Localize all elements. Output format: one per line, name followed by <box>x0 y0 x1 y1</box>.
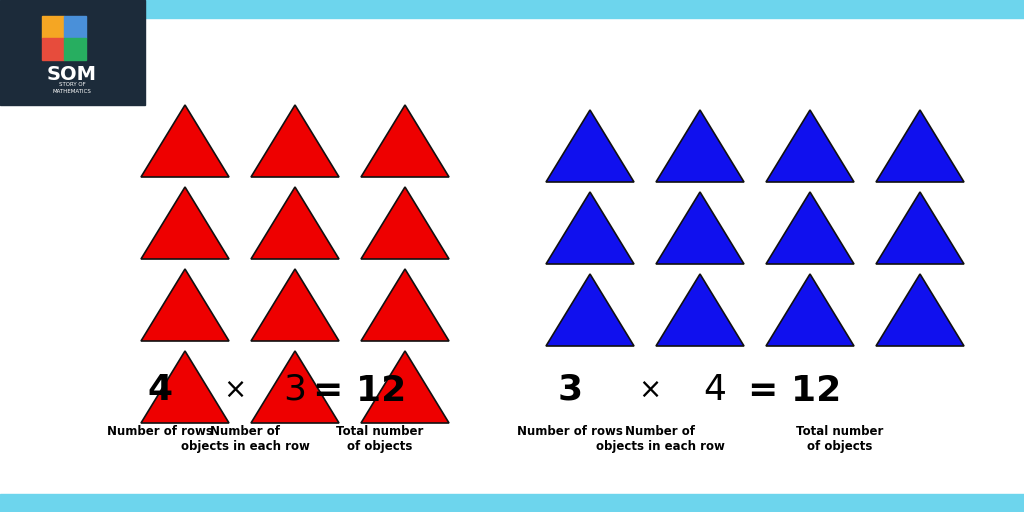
Polygon shape <box>251 351 339 423</box>
Text: Number of
objects in each row: Number of objects in each row <box>596 425 724 453</box>
Text: Total number
of objects: Total number of objects <box>336 425 424 453</box>
Text: SOM: SOM <box>47 65 97 83</box>
Text: = 12: = 12 <box>749 374 842 408</box>
Text: Number of
objects in each row: Number of objects in each row <box>180 425 309 453</box>
Text: ×: × <box>638 376 662 404</box>
Polygon shape <box>361 187 449 259</box>
Polygon shape <box>361 269 449 341</box>
Bar <box>0 494 1024 512</box>
Polygon shape <box>656 274 744 346</box>
Bar <box>63 16 86 38</box>
Text: 4: 4 <box>703 373 726 407</box>
Polygon shape <box>546 110 634 182</box>
Text: 3: 3 <box>284 373 306 407</box>
Text: Number of rows: Number of rows <box>517 425 623 438</box>
Bar <box>42 16 63 38</box>
Polygon shape <box>766 110 854 182</box>
Bar <box>63 38 86 60</box>
Bar <box>0 0 1024 18</box>
Polygon shape <box>361 105 449 177</box>
Polygon shape <box>876 192 964 264</box>
Bar <box>0 0 145 105</box>
Polygon shape <box>361 351 449 423</box>
Polygon shape <box>251 269 339 341</box>
Polygon shape <box>251 187 339 259</box>
Polygon shape <box>766 192 854 264</box>
Bar <box>42 38 63 60</box>
Polygon shape <box>766 274 854 346</box>
Polygon shape <box>876 274 964 346</box>
Polygon shape <box>251 105 339 177</box>
Text: 4: 4 <box>147 373 173 407</box>
Polygon shape <box>656 110 744 182</box>
Text: Number of rows: Number of rows <box>108 425 213 438</box>
Polygon shape <box>876 110 964 182</box>
Text: Total number
of objects: Total number of objects <box>797 425 884 453</box>
Polygon shape <box>546 274 634 346</box>
Polygon shape <box>141 187 229 259</box>
Polygon shape <box>656 192 744 264</box>
Polygon shape <box>141 105 229 177</box>
Text: ×: × <box>223 376 247 404</box>
Text: 3: 3 <box>557 373 583 407</box>
Polygon shape <box>141 269 229 341</box>
Text: = 12: = 12 <box>313 374 407 408</box>
Text: STORY OF
MATHEMATICS: STORY OF MATHEMATICS <box>52 82 91 94</box>
Polygon shape <box>546 192 634 264</box>
Polygon shape <box>141 351 229 423</box>
